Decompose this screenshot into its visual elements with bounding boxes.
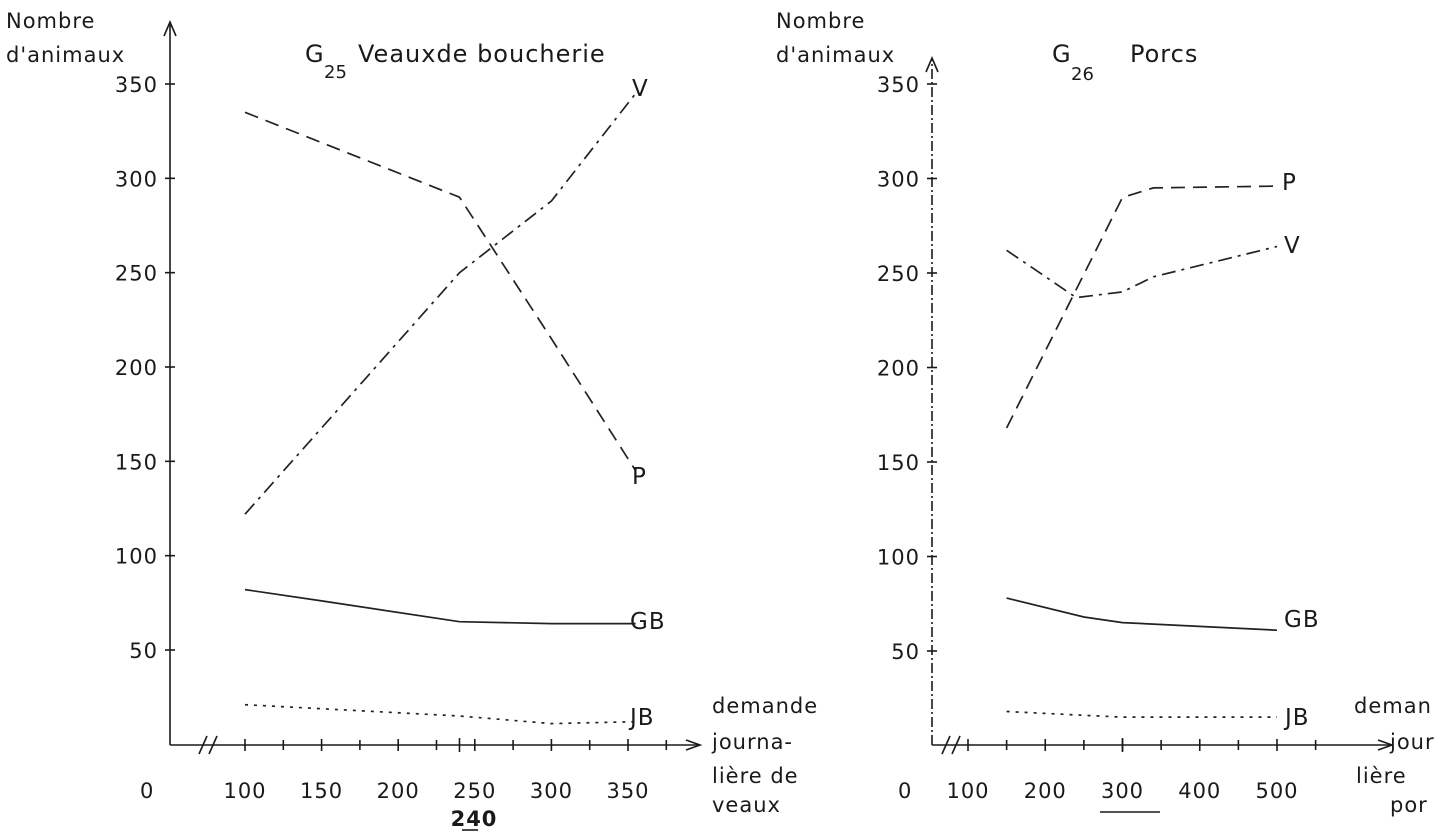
axis-break-mark [208,735,218,755]
series-label-v: V [1284,233,1301,259]
y-axis-arrow [163,19,177,37]
y-tick-label: 350 [877,73,920,97]
x-axis-label-line3: lière de [712,764,799,788]
x-tick-label: 400 [1178,779,1221,803]
x-tick-label: 200 [1024,779,1067,803]
series-line-gb [244,588,636,625]
y-axis-label-line2: d'animaux [776,43,895,67]
series-line-jb [244,703,636,725]
series-label-p: P [1282,170,1297,196]
chart-title-text: Porcs [1130,40,1198,68]
axis-break-mark [941,735,951,755]
y-tick-label: 100 [115,545,158,569]
y-axis-label-line1: Nombre [6,9,95,33]
chart-veaux: Nombre d'animaux G 25 Veauxde boucherie … [6,9,818,831]
y-axis-label-line2: d'animaux [6,43,125,67]
y-tick-label: 250 [877,262,920,286]
series-line-v [1006,245,1278,299]
chart-porcs: Nombre d'animaux G 26 Porcs 0 deman jour… [776,9,1435,817]
x-tick-label: 250 [453,779,496,803]
x-axis-label-line1: deman [1354,694,1432,718]
x-axis-label-line1: demande [712,694,818,718]
x-axis-label-line3: lière [1356,764,1407,788]
y-tick-label: 350 [115,73,158,97]
chart-title-letter: G [1052,40,1072,68]
series-line-v [244,92,637,515]
series-line-p [1005,185,1278,429]
x-axis-label-line2: journa- [711,730,793,754]
y-tick-label: 150 [877,451,920,475]
origin-label: 0 [140,779,154,803]
x-tick-label: 300 [530,779,573,803]
y-tick-label: 300 [877,168,920,192]
chart-title-subscript: 26 [1071,64,1094,85]
series-line-gb [1006,597,1278,632]
origin-label: 0 [898,779,912,803]
x-tick-label: 100 [223,779,266,803]
x-tick-label: 200 [377,779,420,803]
series-label-p: P [632,464,647,490]
y-axis-label-line1: Nombre [776,9,865,33]
chart-title-letter: G [305,40,325,68]
y-tick-label: 50 [891,640,920,664]
series-label-jb: JB [628,705,655,731]
x-axis-label-line4: por [1390,793,1428,817]
x-tick-label: 150 [300,779,343,803]
axis-break-mark [951,735,961,755]
series-label-v: V [632,76,649,102]
y-tick-label: 200 [115,356,158,380]
series-line-p [244,111,637,472]
series-label-gb: GB [1284,607,1320,633]
chart-title-subscript: 25 [324,62,347,83]
highlight-value-label: 240 [451,807,498,831]
series-label-gb: GB [630,609,666,635]
y-tick-label: 100 [877,546,920,570]
y-tick-label: 50 [129,639,158,663]
x-tick-label: 500 [1255,779,1298,803]
x-axis-arrow [1377,739,1395,751]
x-axis-label-line2: jour [1389,730,1435,754]
series-line-jb [1006,710,1277,718]
x-axis-arrow [685,739,703,751]
y-tick-label: 150 [115,450,158,474]
y-tick-label: 250 [115,262,158,286]
y-axis-arrow [925,55,939,73]
axis-break-mark [198,735,208,755]
x-tick-label: 300 [1101,779,1144,803]
x-axis-label-line4: veaux [712,793,781,817]
series-label-jb: JB [1283,705,1310,731]
y-tick-label: 200 [877,357,920,381]
x-tick-label: 350 [606,779,649,803]
x-tick-label: 100 [946,779,989,803]
y-tick-label: 300 [115,167,158,191]
chart-title-text: Veauxde boucherie [358,40,606,68]
